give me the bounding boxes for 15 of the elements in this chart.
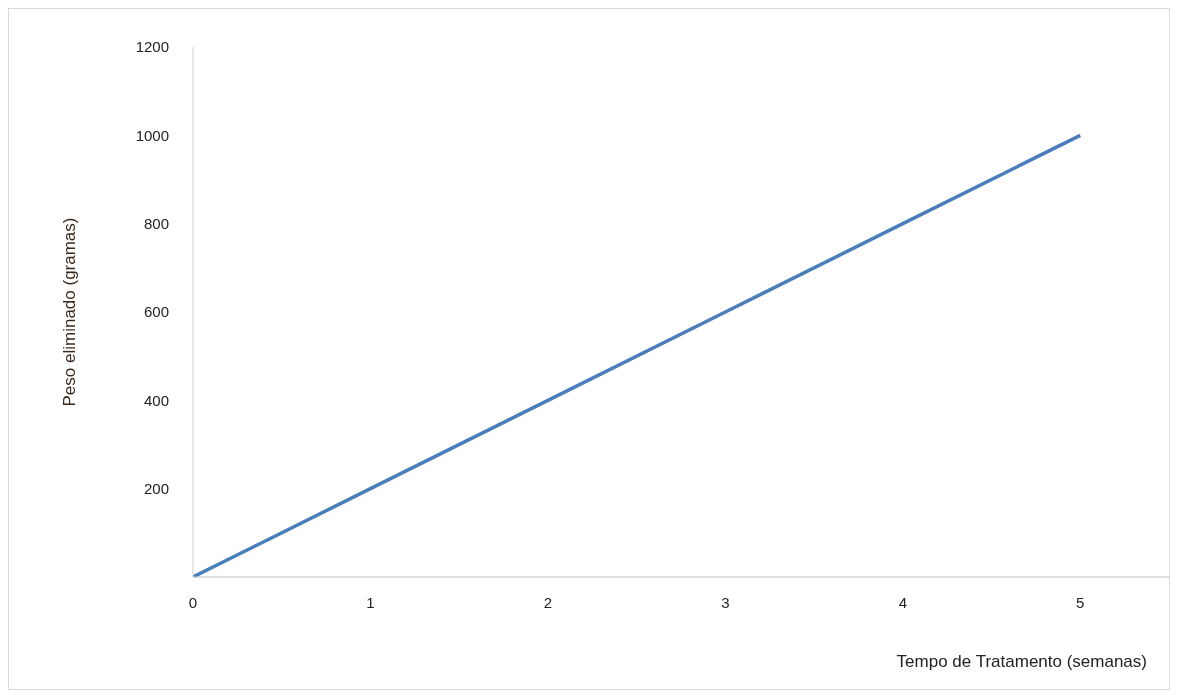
y-tick-label: 1000 <box>135 126 169 144</box>
x-tick-label: 1 <box>366 593 375 611</box>
y-tick-label: 800 <box>143 214 169 232</box>
line-series <box>193 133 1083 577</box>
x-tick-label: 2 <box>543 593 553 611</box>
y-tick-label: 200 <box>143 479 169 497</box>
y-tick-label: 600 <box>143 303 169 321</box>
x-tick-label: 3 <box>721 593 730 611</box>
y-axis-title: Peso eliminado (gramas) <box>60 217 80 407</box>
y-tick-label: 1200 <box>135 38 169 56</box>
y-tick-label: 400 <box>143 391 169 409</box>
x-tick-label: 4 <box>898 593 907 611</box>
x-tick-label: 5 <box>1076 593 1085 611</box>
x-axis-title: Tempo de Tratamento (semanas) <box>896 652 1147 671</box>
x-tick-label: 0 <box>188 593 198 611</box>
